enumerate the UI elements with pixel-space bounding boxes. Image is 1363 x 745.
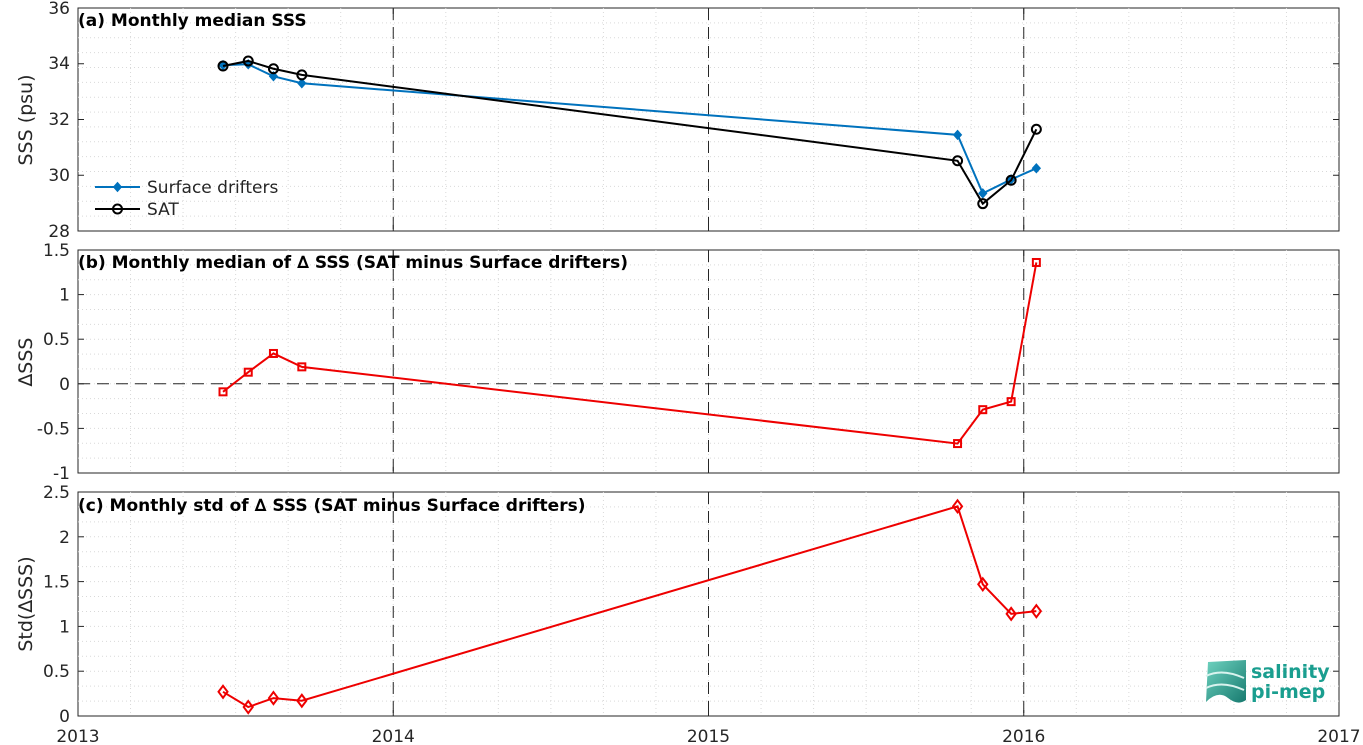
data-point bbox=[952, 129, 963, 141]
data-point bbox=[977, 576, 989, 592]
y-tick-label: 2 bbox=[59, 528, 70, 548]
x-tick-label: 2014 bbox=[372, 727, 415, 745]
panel-a-y-axis-label: SSS (psu) bbox=[15, 74, 37, 165]
panel-c-yticks: 0 0.5 1 1.5 2 2.5 bbox=[43, 483, 1339, 727]
panel-c-series bbox=[217, 498, 1043, 715]
data-point bbox=[296, 69, 308, 81]
data-point bbox=[242, 55, 254, 67]
data-point bbox=[1006, 397, 1016, 407]
y-tick-label: 1 bbox=[59, 286, 70, 306]
panel-a-title: (a) Monthly median SSS bbox=[78, 11, 307, 31]
x-tick-label: 2016 bbox=[1002, 727, 1045, 745]
data-point bbox=[978, 188, 988, 199]
logo-wave-mark bbox=[1206, 660, 1246, 703]
data-point bbox=[1030, 123, 1042, 135]
y-tick-label: 30 bbox=[48, 166, 70, 186]
series-line bbox=[222, 63, 1037, 195]
data-point bbox=[1005, 606, 1017, 622]
panel-c-xticks: 2013 2014 2015 2016 2017 bbox=[56, 727, 1360, 745]
y-tick-label: 32 bbox=[48, 110, 70, 130]
panel-a-series bbox=[217, 55, 1042, 210]
data-point bbox=[952, 155, 964, 167]
data-point bbox=[953, 439, 963, 449]
data-point bbox=[296, 693, 308, 709]
data-point bbox=[1005, 174, 1017, 186]
data-point bbox=[267, 690, 280, 706]
y-tick-label: 2.5 bbox=[43, 483, 70, 503]
data-point bbox=[242, 699, 254, 715]
data-point bbox=[268, 348, 278, 358]
data-point bbox=[243, 367, 253, 377]
data-point bbox=[217, 60, 229, 72]
panel-c-title: (c) Monthly std of ∆ SSS (SAT minus Surf… bbox=[78, 496, 585, 516]
legend: Surface drifters SAT bbox=[95, 178, 278, 220]
panel-a-vlines bbox=[77, 8, 1340, 231]
panel-b-vlines bbox=[77, 250, 1340, 473]
logo-wave-lines bbox=[1205, 671, 1245, 691]
logo-text-line2: pi-mep bbox=[1251, 681, 1325, 703]
x-tick-label: 2015 bbox=[687, 727, 730, 745]
panel-b-series bbox=[218, 257, 1041, 449]
panel-b-title: (b) Monthly median of ∆ SSS (SAT minus S… bbox=[78, 253, 628, 273]
data-point bbox=[297, 362, 307, 372]
legend-marker-surface-drifters bbox=[112, 181, 123, 193]
data-point bbox=[297, 78, 307, 89]
y-tick-label: 1.5 bbox=[43, 573, 70, 593]
x-tick-label: 2017 bbox=[1317, 727, 1360, 745]
data-point bbox=[978, 405, 988, 415]
data-point bbox=[951, 498, 964, 515]
y-tick-label: 28 bbox=[48, 222, 70, 242]
panel-c: 0 0.5 1 1.5 2 2.5 2013 2014 2015 2016 2017 (c) Mo… bbox=[15, 483, 1361, 745]
data-point bbox=[1030, 603, 1043, 619]
data-point bbox=[218, 387, 228, 397]
panel-a-yticks: 28 30 32 34 36 bbox=[48, 0, 1339, 242]
panel-b-y-axis-label: ∆SSS bbox=[15, 338, 37, 388]
legend-marker-sat bbox=[112, 203, 123, 215]
y-tick-label: 0.5 bbox=[43, 662, 70, 682]
y-tick-label: 36 bbox=[48, 0, 70, 19]
legend-label-surface-drifters: Surface drifters bbox=[147, 178, 278, 198]
data-point bbox=[267, 63, 279, 75]
data-point bbox=[1031, 257, 1041, 267]
panel-c-grid bbox=[78, 492, 1339, 716]
y-tick-label: -1 bbox=[53, 464, 70, 484]
data-point bbox=[1031, 163, 1042, 174]
y-tick-label: 0.5 bbox=[43, 330, 70, 350]
y-tick-label: -0.5 bbox=[37, 419, 70, 439]
panel-b-grid bbox=[78, 250, 1339, 473]
panel-b-yticks: -1 -0.5 0 0.5 1 1.5 bbox=[37, 241, 1339, 484]
data-point bbox=[217, 684, 229, 700]
y-tick-label: 1.5 bbox=[43, 241, 70, 261]
salinity-pi-mep-logo: salinity pi-mep bbox=[1205, 660, 1330, 703]
y-tick-label: 34 bbox=[48, 54, 70, 74]
panel-b-frame bbox=[77, 249, 1340, 474]
data-point bbox=[268, 71, 279, 82]
y-tick-label: 0 bbox=[59, 707, 70, 727]
legend-label-sat: SAT bbox=[147, 200, 179, 220]
y-tick-label: 1 bbox=[59, 617, 70, 637]
logo-text-line1: salinity bbox=[1251, 661, 1330, 683]
x-tick-label: 2013 bbox=[56, 727, 99, 745]
panel-c-vlines bbox=[77, 492, 1340, 716]
panel-a: 28 30 32 34 36 (a) Monthly median SSS SS… bbox=[15, 0, 1340, 242]
series-line bbox=[222, 262, 1038, 445]
panel-b: -1 -0.5 0 0.5 1 1.5 (b) Monthly median of ∆ S… bbox=[15, 241, 1340, 484]
y-tick-label: 0 bbox=[59, 375, 70, 395]
panel-c-y-axis-label: Std(∆SSS) bbox=[15, 556, 37, 651]
data-point bbox=[977, 198, 989, 210]
